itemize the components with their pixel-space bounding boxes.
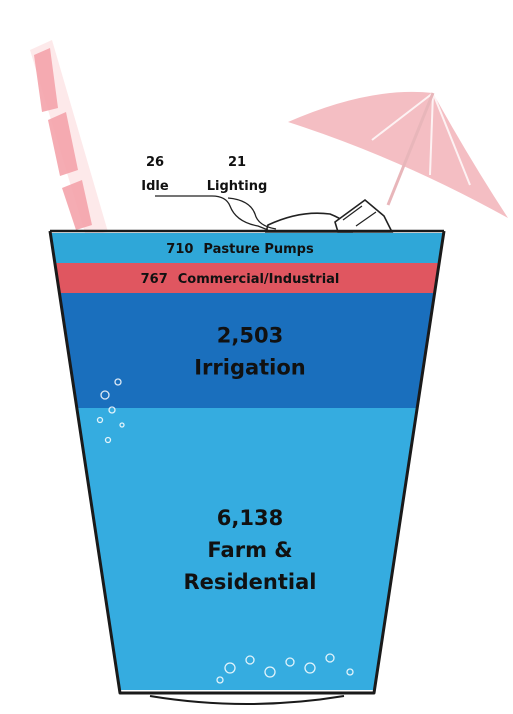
bubble [325,653,335,663]
value-label: 710 [166,242,193,257]
category-label-farm-residential: Residential [184,570,317,594]
connector-line [155,195,269,231]
cup-layers [50,233,444,690]
bubble [114,378,122,386]
ice-cube-icon [264,198,394,233]
layer-farm-residential [76,408,418,690]
umbrella-stick [386,92,435,206]
straw-stripe [62,180,92,230]
straw-stripe [34,48,58,112]
bubble [96,416,104,424]
category-label: Pasture Pumps [203,242,314,257]
straw-icon [30,40,108,236]
layer-irrigation [59,293,435,408]
cup-base [149,695,345,705]
cup-outline [48,230,446,695]
connector-line [227,197,277,230]
category-label-farm-residential: Farm & [207,538,292,562]
value-label-irrigation: 2,503 [217,323,283,347]
umbrella-canopy [288,91,508,218]
bubble [304,662,316,674]
bubble [119,422,125,428]
category-label-idle: Idle [141,179,169,194]
straw-stripe [48,112,78,176]
value-label-idle: 26 [146,155,164,170]
category-label: Commercial/Industrial [178,272,340,287]
value-label: 767 [141,272,168,287]
ice-cube [334,198,394,233]
layer-pasture-pumps [50,233,444,263]
label-commercial-industrial: 767 Commercial/Industrial [141,272,340,287]
bubble [245,655,255,665]
bubble [346,668,354,676]
label-pasture-pumps: 710 Pasture Pumps [166,242,314,257]
category-label-irrigation: Irrigation [194,355,306,379]
category-label-lighting: Lighting [207,179,268,194]
layer-commercial-industrial [54,263,440,293]
bubble [216,676,224,684]
decorations [30,40,508,236]
cup-overlay [48,229,446,705]
bubbles-icon [96,378,354,684]
bubble [285,657,295,667]
value-label-farm-residential: 6,138 [217,506,283,530]
bubble [100,390,110,400]
bubble [264,666,276,678]
ice-cube-facet [342,205,377,227]
umbrella-ribs [371,92,471,186]
layer-labels: 710 Pasture Pumps 767 Commercial/Industrial… [141,155,340,594]
bubble [224,662,236,674]
bubble [104,436,112,444]
value-label-lighting: 21 [228,155,246,170]
bubble [108,406,116,414]
umbrella-icon [288,91,508,218]
